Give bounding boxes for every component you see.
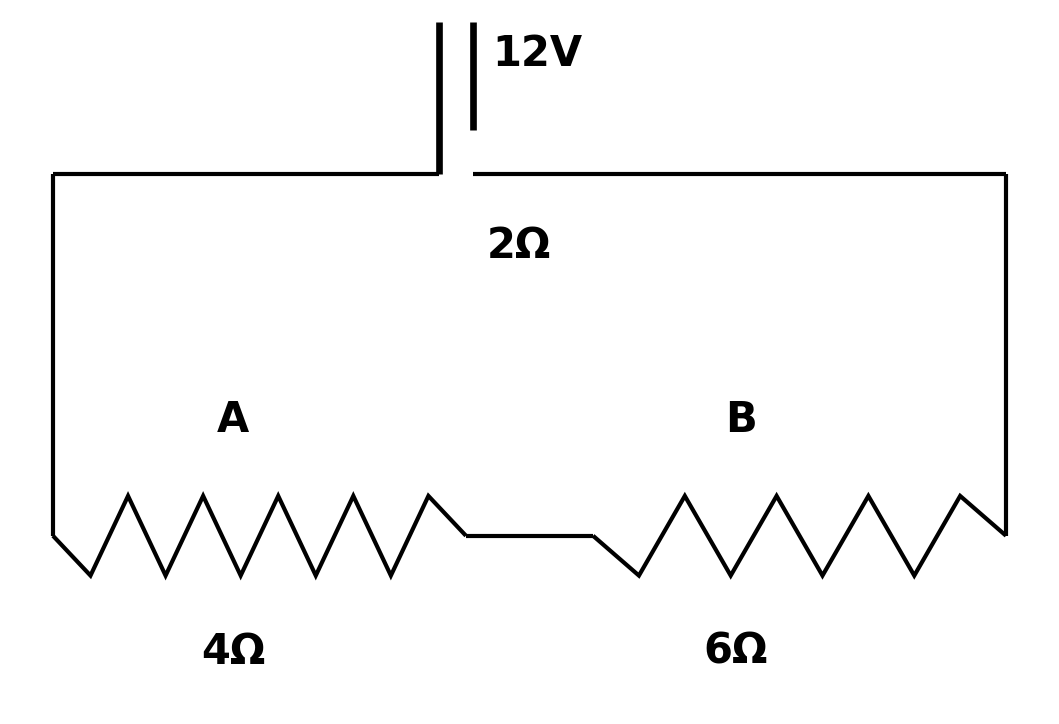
Text: 12V: 12V — [492, 33, 582, 75]
Text: B: B — [725, 399, 757, 441]
Text: A: A — [217, 399, 249, 441]
Text: 6Ω: 6Ω — [704, 631, 768, 673]
Text: 2Ω: 2Ω — [487, 225, 552, 267]
Text: 4Ω: 4Ω — [201, 631, 265, 673]
